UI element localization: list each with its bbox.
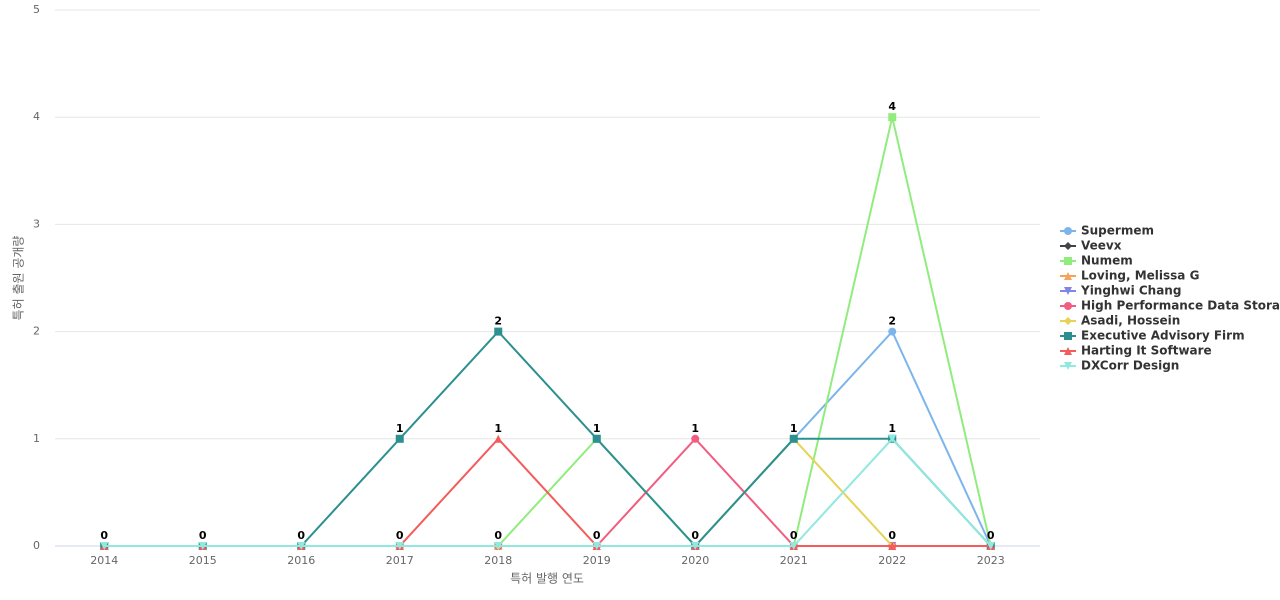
marker [888, 113, 897, 122]
data-label: 0 [199, 529, 207, 542]
legend-label: Harting It Software [1081, 344, 1212, 358]
data-label: 2 [494, 315, 502, 328]
y-tick-label: 3 [33, 217, 40, 230]
marker [888, 434, 897, 443]
y-tick-label: 2 [33, 325, 40, 338]
y-tick-label: 4 [33, 110, 40, 123]
legend-label: Executive Advisory Firm [1081, 329, 1245, 343]
data-label: 0 [396, 529, 404, 542]
series-line [104, 437, 992, 547]
y-tick-label: 5 [33, 3, 40, 16]
y-tick-label: 1 [33, 432, 40, 445]
series-line [104, 437, 991, 547]
marker [1064, 332, 1072, 340]
data-label: 1 [691, 422, 699, 435]
data-label: 1 [790, 422, 798, 435]
legend-label: Veevx [1081, 239, 1122, 253]
marker [1064, 302, 1072, 310]
marker [691, 542, 700, 550]
marker [1064, 242, 1072, 250]
marker [1064, 257, 1072, 265]
legend-label: High Performance Data Storage [1081, 299, 1280, 313]
marker [1064, 272, 1072, 280]
data-label: 0 [593, 529, 601, 542]
data-label: 0 [297, 529, 305, 542]
marker [297, 542, 306, 550]
y-axis-title: 특허 출원 공개량 [12, 236, 26, 321]
marker [494, 327, 503, 336]
marker [395, 542, 404, 550]
data-label: 1 [888, 422, 896, 435]
x-tick-label: 2021 [780, 554, 808, 567]
marker [100, 542, 109, 550]
marker [1064, 362, 1072, 370]
x-tick-label: 2020 [681, 554, 709, 567]
x-tick-label: 2016 [287, 554, 315, 567]
x-tick-label: 2014 [90, 554, 118, 567]
marker [789, 542, 798, 550]
legend-label: Supermem [1081, 224, 1154, 238]
data-label: 0 [790, 529, 798, 542]
marker [494, 434, 503, 443]
x-tick-label: 2015 [189, 554, 217, 567]
legend-label: Loving, Melissa G [1081, 269, 1199, 283]
marker [888, 542, 897, 550]
marker [789, 434, 798, 443]
marker [198, 542, 207, 550]
x-axis-title: 특허 발행 연도 [510, 571, 584, 586]
marker [1064, 287, 1072, 295]
legend-label: Yinghwi Chang [1080, 284, 1181, 298]
data-label: 1 [396, 422, 404, 435]
legend-label: Asadi, Hossein [1081, 314, 1180, 328]
data-label: 0 [987, 529, 995, 542]
data-label: 1 [593, 422, 601, 435]
x-tick-label: 2023 [977, 554, 1005, 567]
data-label: 1 [494, 422, 502, 435]
marker [691, 434, 700, 443]
legend-label: DXCorr Design [1081, 359, 1179, 373]
series [100, 434, 995, 550]
x-tick-label: 2017 [386, 554, 414, 567]
x-tick-label: 2022 [878, 554, 906, 567]
data-label: 2 [888, 315, 896, 328]
y-tick-label: 0 [33, 539, 40, 552]
marker [592, 434, 601, 443]
legend-label: Numem [1081, 254, 1133, 268]
marker [592, 542, 601, 550]
data-label: 0 [888, 529, 896, 542]
marker [1064, 347, 1072, 355]
x-tick-label: 2018 [484, 554, 512, 567]
marker [888, 327, 897, 336]
marker [1064, 227, 1072, 235]
marker [494, 542, 503, 550]
marker [395, 434, 404, 443]
data-label: 4 [888, 100, 896, 113]
data-label: 0 [691, 529, 699, 542]
marker [986, 542, 995, 550]
series [100, 434, 995, 550]
marker [1064, 317, 1072, 325]
x-tick-label: 2019 [583, 554, 611, 567]
data-label: 0 [100, 529, 108, 542]
data-label: 0 [494, 529, 502, 542]
